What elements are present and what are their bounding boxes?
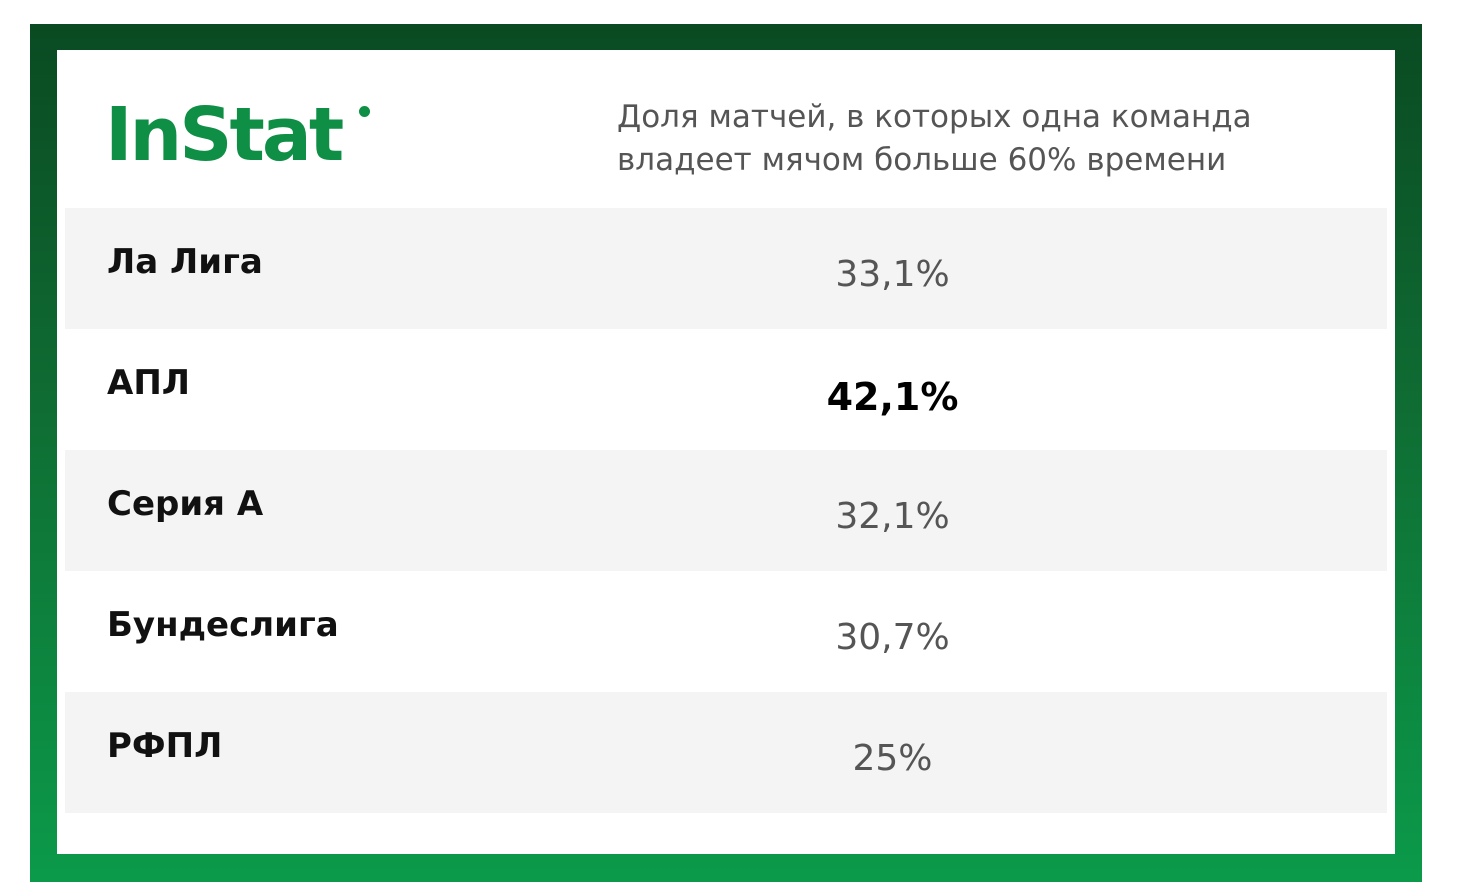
infographic-subtitle: Доля матчей, в которых одна команда влад… — [617, 96, 1337, 182]
instat-logo: InStat — [105, 92, 344, 178]
infographic-card: InStat Доля матчей, в которых одна коман… — [57, 50, 1395, 854]
table-row: Серия А 32,1% — [65, 450, 1387, 571]
subtitle-line-2: владеет мячом больше 60% времени — [617, 142, 1227, 178]
table-row: Бундеслига 30,7% — [65, 571, 1387, 692]
league-name: АПЛ — [107, 363, 191, 403]
subtitle-line-1: Доля матчей, в которых одна команда — [617, 99, 1252, 135]
league-value: 25% — [852, 738, 933, 779]
league-value: 32,1% — [835, 496, 950, 537]
league-value: 42,1% — [826, 375, 959, 419]
table-row: РФПЛ 25% — [65, 692, 1387, 813]
stats-table: Ла Лига 33,1% АПЛ 42,1% Серия А 32,1% Бу… — [65, 208, 1387, 813]
league-name: Серия А — [107, 484, 264, 524]
league-value: 33,1% — [835, 254, 950, 295]
table-row: Ла Лига 33,1% — [65, 208, 1387, 329]
league-name: Ла Лига — [107, 242, 263, 282]
logo-dot-icon — [359, 106, 370, 117]
league-value: 30,7% — [835, 617, 950, 658]
table-row: АПЛ 42,1% — [65, 329, 1387, 450]
league-name: РФПЛ — [107, 726, 223, 766]
league-name: Бундеслига — [107, 605, 339, 645]
